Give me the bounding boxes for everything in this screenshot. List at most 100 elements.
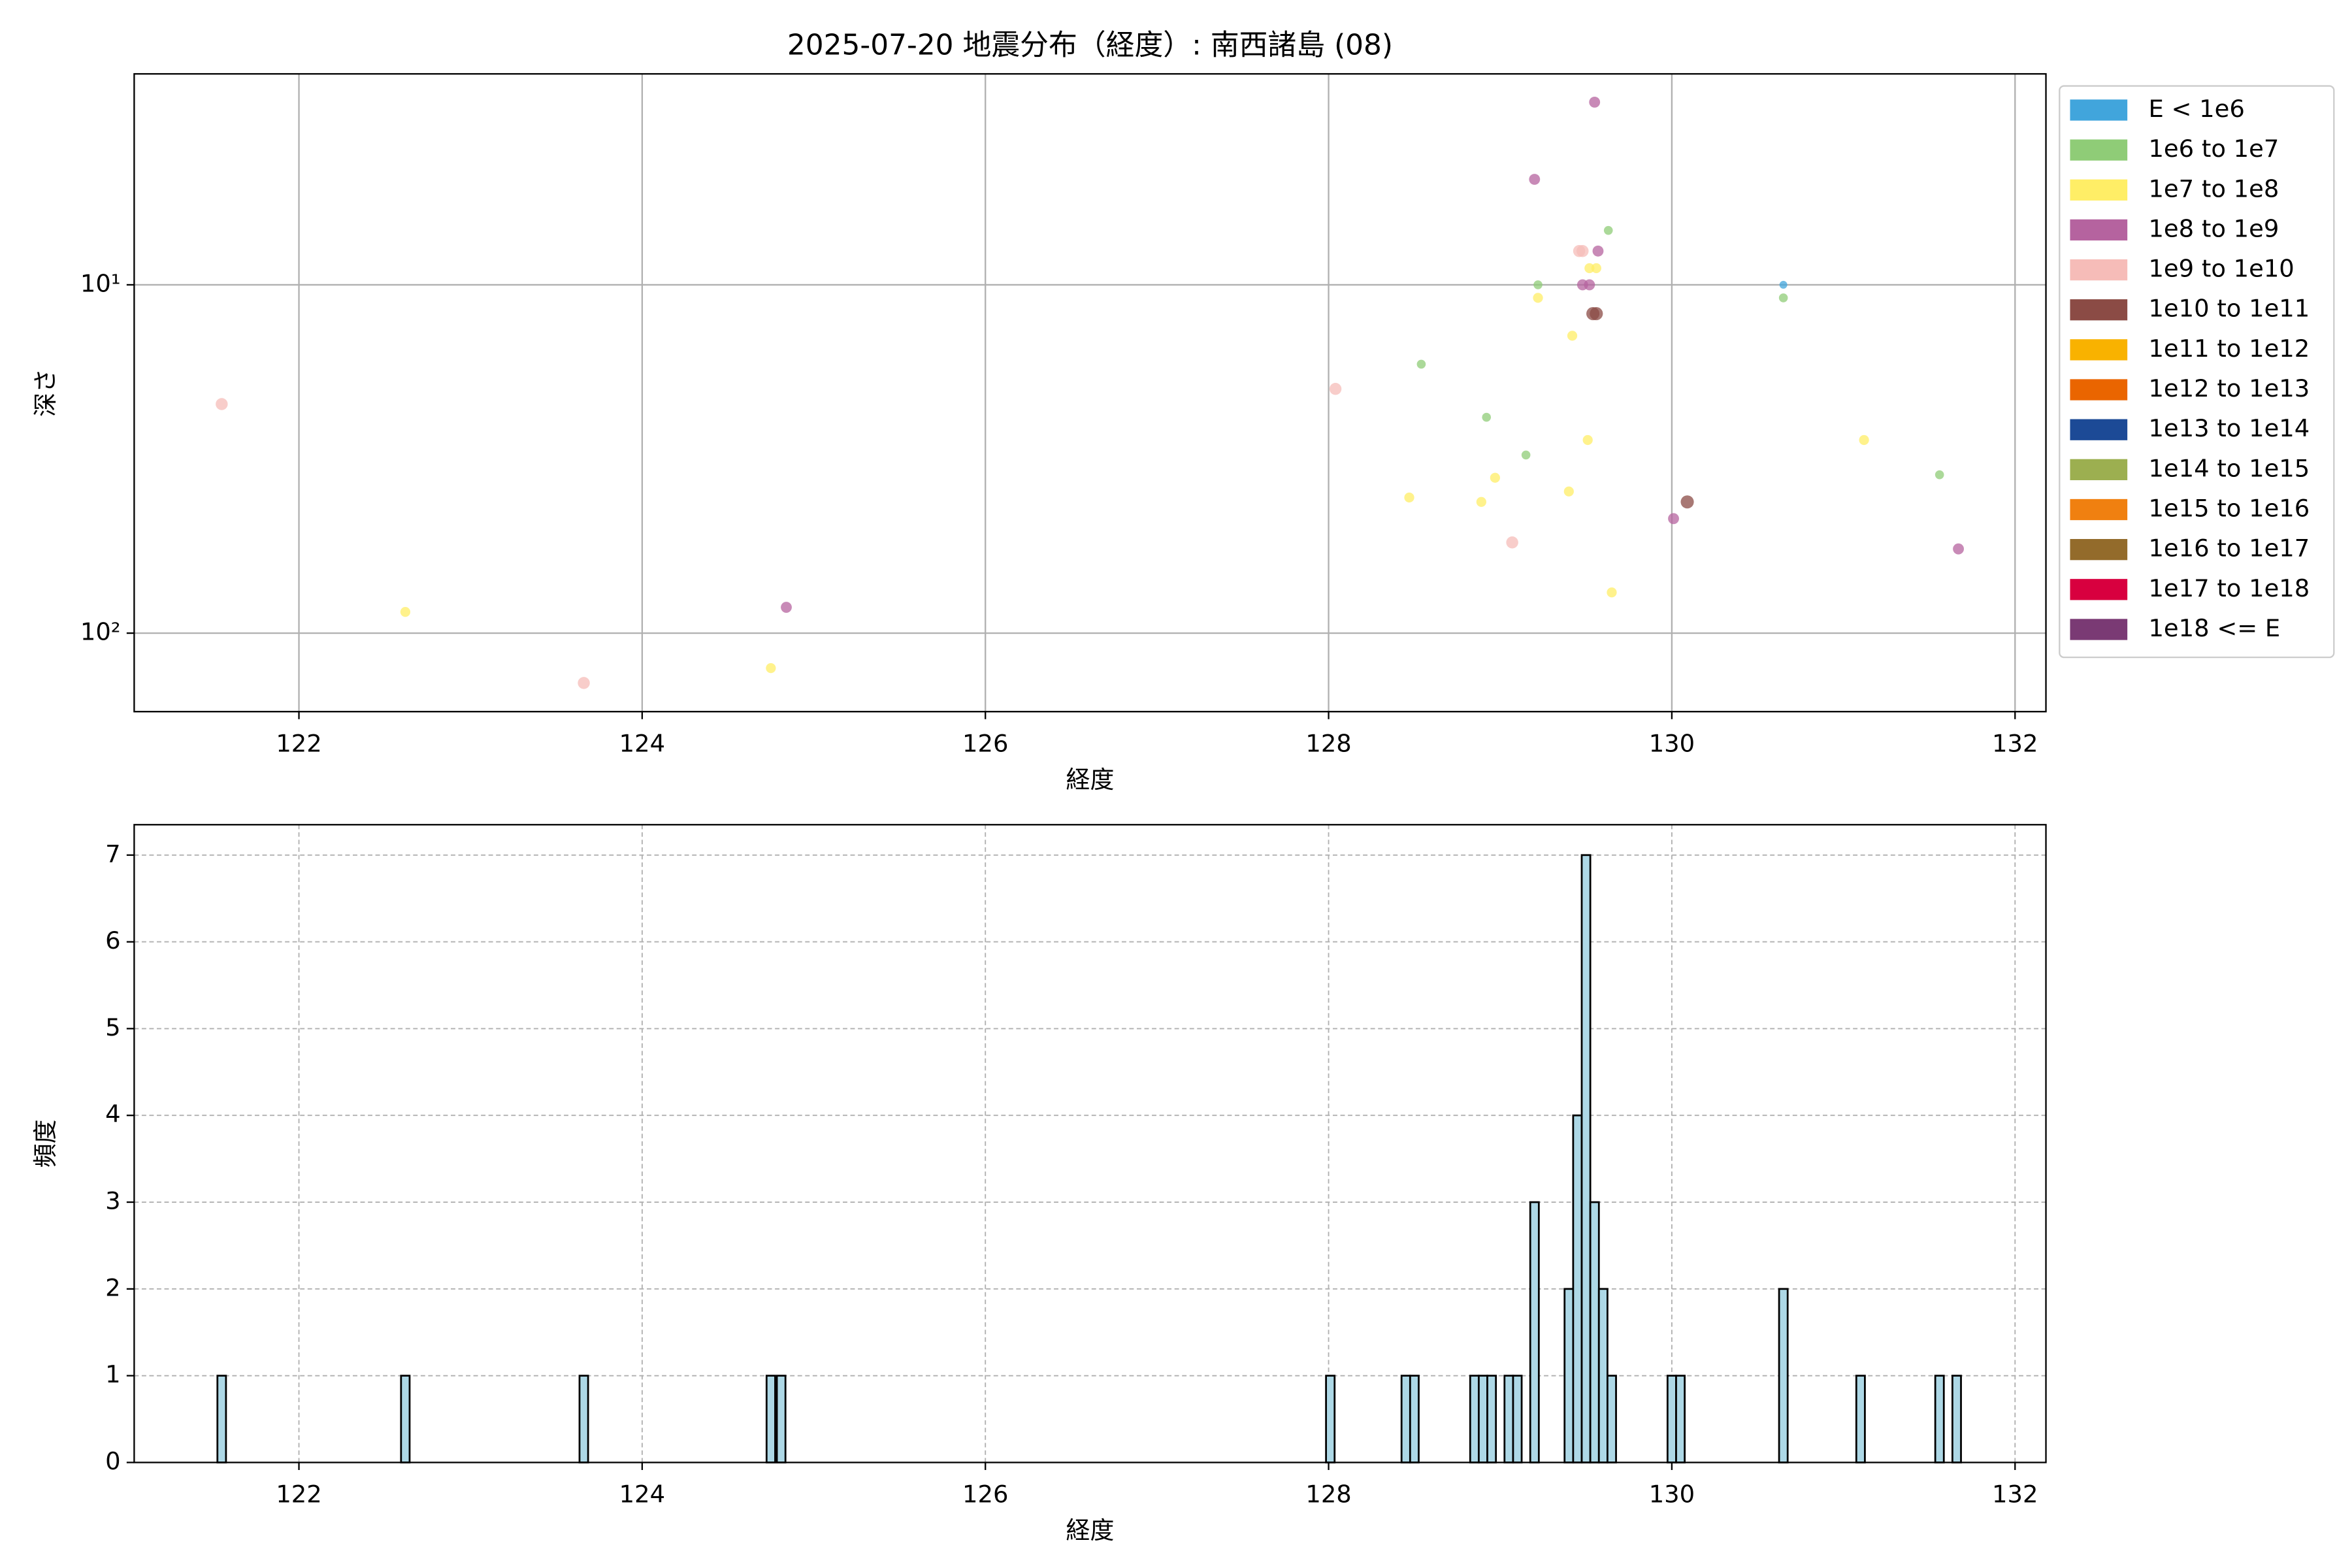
histogram-bar bbox=[1469, 1375, 1480, 1463]
data-point bbox=[1329, 383, 1342, 395]
y-tick-label: 6 bbox=[105, 926, 120, 955]
data-point bbox=[216, 398, 228, 410]
x-tick-label: 130 bbox=[1649, 730, 1695, 758]
data-point bbox=[1529, 174, 1541, 185]
data-point bbox=[781, 602, 792, 613]
histogram-bar bbox=[1486, 1375, 1497, 1463]
x-tick-label: 124 bbox=[619, 1480, 665, 1509]
data-point bbox=[1591, 263, 1601, 274]
histogram-bar bbox=[1951, 1375, 1962, 1463]
legend-swatch bbox=[2070, 619, 2128, 640]
data-point bbox=[1778, 293, 1788, 302]
x-tick-label: 130 bbox=[1649, 1480, 1695, 1509]
legend-label: 1e17 to 1e18 bbox=[2148, 574, 2310, 602]
data-point bbox=[1584, 279, 1595, 291]
x-axis-label: 経度 bbox=[1066, 766, 1115, 794]
x-tick-label: 132 bbox=[1992, 730, 2038, 758]
legend-label: 1e9 to 1e10 bbox=[2148, 255, 2294, 283]
legend-swatch bbox=[2070, 539, 2128, 561]
legend-label: 1e14 to 1e15 bbox=[2148, 454, 2310, 482]
legend-label: 1e8 to 1e9 bbox=[2148, 214, 2279, 242]
y-tick-label: 7 bbox=[105, 840, 120, 868]
legend-box bbox=[2059, 85, 2335, 659]
plot-frame bbox=[133, 824, 2047, 1463]
legend-swatch bbox=[2070, 179, 2128, 201]
data-point bbox=[400, 606, 411, 617]
data-point bbox=[1668, 513, 1679, 525]
legend-swatch bbox=[2070, 139, 2128, 161]
legend-swatch bbox=[2070, 259, 2128, 281]
y-tick-label: 1 bbox=[105, 1360, 120, 1388]
data-point bbox=[1521, 450, 1531, 460]
histogram-bar bbox=[1512, 1375, 1523, 1463]
histogram-bar bbox=[1409, 1375, 1420, 1463]
y-tick-label: 10² bbox=[80, 618, 121, 646]
y-axis-label: 深さ bbox=[31, 368, 59, 417]
legend-swatch bbox=[2070, 299, 2128, 321]
histogram-bar bbox=[1778, 1288, 1789, 1463]
data-point bbox=[1680, 495, 1694, 509]
y-tick-label: 5 bbox=[105, 1013, 120, 1041]
histogram-bar bbox=[1666, 1375, 1677, 1463]
legend-label: 1e11 to 1e12 bbox=[2148, 335, 2310, 363]
y-tick-label: 10¹ bbox=[80, 269, 121, 297]
data-point bbox=[1506, 536, 1518, 549]
legend-label: 1e7 to 1e8 bbox=[2148, 174, 2279, 203]
plot-frame bbox=[133, 73, 2047, 713]
legend-label: 1e18 <= E bbox=[2148, 614, 2280, 642]
x-tick-label: 126 bbox=[962, 730, 1008, 758]
data-point bbox=[1584, 263, 1595, 274]
histogram-bar bbox=[1478, 1375, 1488, 1463]
histogram-bar bbox=[216, 1375, 227, 1463]
legend-swatch bbox=[2070, 379, 2128, 400]
data-point bbox=[1416, 359, 1426, 369]
legend-swatch bbox=[2070, 419, 2128, 440]
legend-label: 1e15 to 1e16 bbox=[2148, 495, 2310, 523]
histogram-bar bbox=[776, 1375, 787, 1463]
data-point bbox=[1533, 280, 1543, 289]
histogram-bar bbox=[1607, 1375, 1617, 1463]
data-point bbox=[1859, 434, 1869, 446]
data-point bbox=[1563, 486, 1574, 497]
data-point bbox=[766, 663, 776, 674]
histogram-bar bbox=[1855, 1375, 1866, 1463]
y-axis-label: 頻度 bbox=[31, 1119, 59, 1168]
histogram-bar bbox=[1934, 1375, 1945, 1463]
histogram-bar bbox=[1597, 1288, 1609, 1463]
x-tick-label: 128 bbox=[1305, 1480, 1351, 1509]
data-point bbox=[1482, 412, 1492, 422]
legend-swatch bbox=[2070, 99, 2128, 121]
histogram-bar bbox=[1325, 1375, 1336, 1463]
histogram-bar bbox=[1503, 1375, 1514, 1463]
x-axis-label: 経度 bbox=[1066, 1516, 1115, 1544]
chart-title: 2025-07-20 地震分布（経度）: 南西諸島 (08) bbox=[787, 29, 1393, 62]
data-point bbox=[1589, 96, 1601, 108]
legend-swatch bbox=[2070, 339, 2128, 361]
x-tick-label: 124 bbox=[619, 730, 665, 758]
data-point bbox=[1935, 470, 1944, 480]
histogram-bar bbox=[1580, 854, 1592, 1463]
histogram-bar bbox=[578, 1375, 589, 1463]
data-point bbox=[1590, 307, 1603, 321]
data-point bbox=[1576, 245, 1589, 257]
x-tick-label: 122 bbox=[276, 1480, 321, 1509]
histogram-bar bbox=[1675, 1375, 1686, 1463]
legend-label: 1e13 to 1e14 bbox=[2148, 414, 2310, 442]
x-tick-label: 132 bbox=[1992, 1480, 2038, 1509]
y-tick-label: 4 bbox=[105, 1100, 120, 1128]
legend-swatch bbox=[2070, 498, 2128, 521]
data-point bbox=[1779, 280, 1788, 289]
histogram-bar bbox=[1400, 1375, 1411, 1463]
data-point bbox=[1476, 497, 1486, 507]
y-tick-label: 3 bbox=[105, 1187, 120, 1215]
legend-label: 1e12 to 1e13 bbox=[2148, 374, 2310, 402]
data-point bbox=[1404, 492, 1414, 503]
legend-label: 1e10 to 1e11 bbox=[2148, 295, 2310, 323]
data-point bbox=[1607, 587, 1617, 598]
data-point bbox=[1582, 434, 1593, 446]
histogram-bar bbox=[765, 1375, 776, 1463]
histogram-bar bbox=[1589, 1201, 1600, 1463]
legend-swatch bbox=[2070, 459, 2128, 480]
